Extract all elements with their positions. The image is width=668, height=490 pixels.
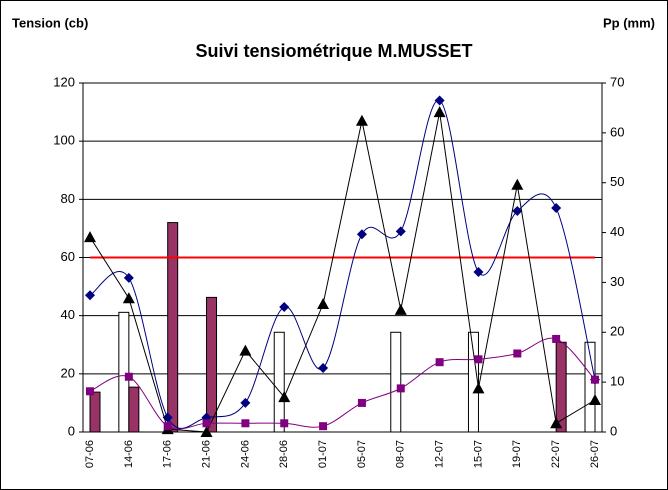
x-tick-label: 07-06 [84, 440, 96, 468]
marker [473, 267, 484, 278]
bar [128, 386, 140, 433]
x-tick-label: 19-07 [511, 440, 523, 468]
marker [356, 229, 367, 240]
marker [550, 417, 563, 429]
bar [273, 331, 285, 433]
marker [551, 203, 562, 214]
marker [200, 426, 213, 437]
x-tick-label: 22-07 [550, 440, 562, 468]
bar [89, 391, 101, 433]
marker [396, 384, 405, 393]
marker [355, 114, 368, 126]
y2-tick-label: 60 [610, 124, 624, 139]
y2-tick-label: 50 [610, 174, 624, 189]
marker [318, 363, 329, 374]
marker [123, 272, 134, 283]
marker [512, 205, 523, 216]
marker [241, 419, 250, 428]
x-tick-label: 05-07 [356, 440, 368, 468]
marker [84, 231, 96, 243]
marker [86, 387, 94, 396]
marker [239, 344, 252, 356]
chart-title: Suivi tensiométrique M.MUSSET [195, 41, 472, 61]
marker [474, 355, 483, 364]
bar [467, 331, 479, 433]
y2-tick-label: 40 [610, 224, 624, 239]
y2-axis-label: Pp (mm) [603, 15, 655, 30]
x-tick-label: 14-06 [123, 440, 135, 468]
marker [433, 106, 446, 118]
y-axis-label: Tension (cb) [12, 15, 88, 30]
bar [390, 331, 402, 433]
line [89, 111, 596, 433]
y-tick-label: 60 [61, 249, 75, 264]
y-tick-label: 100 [53, 133, 75, 148]
marker [591, 375, 599, 384]
marker [511, 178, 524, 190]
y-tick-label: 40 [61, 307, 75, 322]
marker [513, 349, 522, 358]
marker [279, 301, 290, 312]
bar [167, 222, 179, 433]
marker [395, 226, 406, 237]
marker [589, 394, 601, 406]
marker [280, 419, 289, 428]
marker [163, 422, 172, 431]
y2-tick-label: 30 [610, 274, 624, 289]
y-tick-label: 120 [53, 74, 75, 89]
marker [435, 358, 444, 367]
x-tick-label: 08-07 [395, 440, 407, 468]
marker [124, 372, 133, 381]
marker [552, 334, 561, 343]
marker [278, 391, 291, 403]
x-tick-label: 26-07 [589, 440, 601, 468]
y-tick-label: 80 [61, 191, 75, 206]
marker [472, 382, 485, 394]
y-tick-label: 0 [68, 423, 75, 438]
x-tick-label: 12-07 [434, 440, 446, 468]
bar [584, 341, 596, 433]
x-tick-label: 15-07 [472, 440, 484, 468]
marker [317, 298, 330, 310]
marker [240, 397, 251, 408]
marker [434, 95, 445, 106]
y-tick-label: 20 [61, 365, 75, 380]
marker [319, 422, 328, 431]
x-tick-label: 01-07 [317, 440, 329, 468]
marker [394, 303, 407, 315]
y2-tick-label: 20 [610, 324, 624, 339]
marker [85, 290, 95, 301]
x-tick-label: 17-06 [162, 440, 174, 468]
y2-tick-label: 70 [610, 74, 624, 89]
bar [118, 311, 130, 433]
y2-tick-label: 10 [610, 374, 624, 389]
marker [122, 292, 135, 304]
marker [202, 419, 211, 428]
x-tick-label: 28-06 [278, 440, 290, 468]
x-tick-label: 21-06 [200, 440, 212, 468]
x-tick-label: 24-06 [239, 440, 251, 468]
marker [357, 398, 366, 407]
y2-tick-label: 0 [610, 423, 617, 438]
bar [206, 296, 218, 433]
